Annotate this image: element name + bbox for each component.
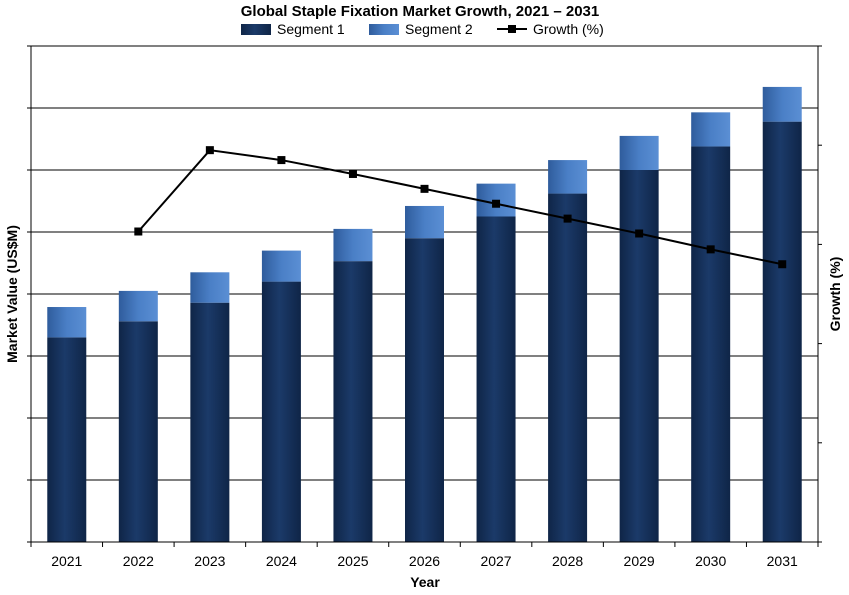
- x-tick-label: 2029: [624, 553, 655, 569]
- bar-segment-2: [548, 160, 588, 194]
- bar-segment-2: [691, 112, 731, 147]
- bar-segment-1: [333, 261, 373, 542]
- chart-title: Global Staple Fixation Market Growth, 20…: [241, 3, 599, 20]
- bar-segment-2: [118, 290, 158, 322]
- bar-segment-1: [261, 281, 301, 542]
- growth-point: [420, 184, 429, 193]
- growth-point: [277, 156, 286, 165]
- growth-line: [137, 149, 783, 266]
- growth-point: [205, 146, 214, 155]
- bar-segment-2: [261, 250, 301, 282]
- bar-segment-2: [47, 307, 87, 338]
- x-tick-label: 2024: [266, 553, 297, 569]
- growth-point: [778, 260, 787, 269]
- y-axis-right-title: Growth (%): [827, 257, 843, 332]
- growth-point: [134, 227, 143, 236]
- growth-point: [706, 245, 715, 254]
- x-axis-tick-labels: 2021 2022 2023 2024 2025 2026 2027 2028 2029 2030…: [51, 553, 798, 569]
- growth-point: [635, 229, 644, 238]
- bar-segment-1: [691, 146, 731, 542]
- x-tick-label: 2026: [409, 553, 440, 569]
- bar-segment-2: [762, 86, 802, 122]
- bar-segment-2: [405, 205, 444, 239]
- x-tick-label: 2027: [480, 553, 511, 569]
- x-tick-label: 2025: [337, 553, 368, 569]
- bar-segment-1: [762, 121, 802, 542]
- growth-point: [563, 214, 572, 223]
- x-axis-title: Year: [410, 574, 440, 590]
- bar-segment-1: [47, 337, 87, 542]
- growth-series: [134, 146, 787, 269]
- y-axis-right-ticks: [818, 45, 822, 543]
- legend-marker-growth: [508, 25, 516, 33]
- legend-swatch-segment-2: [369, 24, 399, 35]
- legend-label-segment-2: Segment 2: [405, 21, 473, 37]
- y-axis-left-title: Market Value (US$M): [4, 225, 20, 363]
- y-axis-left-ticks: [27, 45, 31, 543]
- x-tick-label: 2022: [123, 553, 154, 569]
- bar-segment-1: [619, 170, 659, 542]
- bar-segment-2: [619, 135, 659, 170]
- x-tick-label: 2028: [552, 553, 583, 569]
- x-axis-ticks: [30, 542, 819, 547]
- x-tick-label: 2031: [767, 553, 798, 569]
- bar-segment-1: [118, 321, 158, 542]
- x-tick-label: 2023: [194, 553, 225, 569]
- growth-point: [492, 199, 501, 208]
- x-tick-label: 2021: [51, 553, 82, 569]
- bar-segment-2: [333, 228, 373, 262]
- bar-segment-1: [548, 193, 588, 542]
- bar-segment-2: [190, 272, 230, 303]
- legend-label-growth: Growth (%): [533, 21, 604, 37]
- bars: [47, 86, 802, 542]
- x-tick-label: 2030: [695, 553, 726, 569]
- bar-segment-1: [190, 302, 230, 542]
- legend: Segment 1 Segment 2 Growth (%): [241, 21, 604, 37]
- bar-segment-1: [476, 216, 516, 542]
- growth-point: [348, 169, 357, 178]
- legend-swatch-segment-1: [241, 24, 271, 35]
- legend-label-segment-1: Segment 1: [277, 21, 345, 37]
- bar-segment-1: [405, 238, 444, 542]
